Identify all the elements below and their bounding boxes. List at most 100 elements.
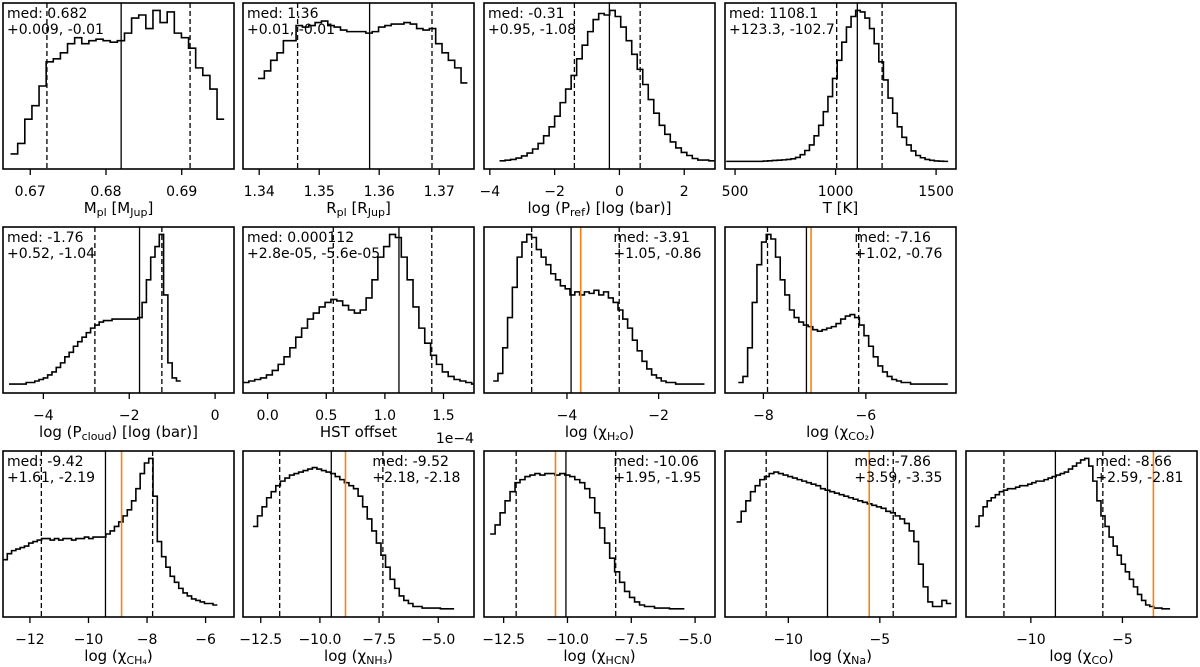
x-axis-label-part: R	[326, 199, 336, 217]
x-axis-label-part: ]	[147, 199, 153, 217]
median-annotation: med: 1108.1	[729, 6, 818, 22]
panel-log_chi_h2o: −4 −2 log (χH₂O) med: -3.91+1.05, -0.86	[483, 226, 716, 443]
axes-frame	[2, 226, 235, 394]
x-axis-label: log (χCO₂)	[806, 423, 875, 443]
x-axis-label-part: log (χ	[565, 423, 607, 441]
median-annotation: med: 1.36	[247, 6, 319, 22]
x-tick-label: 1.36	[364, 184, 395, 200]
x-axis-label: log (χNa)	[809, 647, 872, 667]
axes-frame	[724, 2, 957, 170]
x-axis-label-part: )	[869, 423, 875, 441]
x-axis-label-part: ) [log (bar)]	[111, 423, 198, 441]
x-tick-label: −7.5	[362, 632, 396, 648]
x-tick-label: 1.35	[304, 184, 335, 200]
x-axis-label-subscript: Na	[851, 654, 866, 667]
x-axis-label-part: )	[1108, 647, 1114, 665]
x-tick-label: −12	[15, 632, 45, 648]
axes-frame	[483, 450, 716, 618]
panel-hst_offset: 0.0 0.5 1.0 1.5 HST offset 1e−4 med: 0.000112+…	[242, 226, 475, 447]
histogram-step-line	[258, 20, 468, 84]
x-axis-label-part: log (χ	[84, 647, 126, 665]
x-tick-label: 0.5	[315, 408, 337, 424]
x-tick-label: −4	[480, 184, 501, 200]
histogram-step-line	[736, 471, 952, 608]
x-tick-label: −5.0	[421, 632, 455, 648]
error-annotation: +0.01, -0.01	[247, 22, 335, 38]
x-axis-label-part: log (χ	[563, 647, 605, 665]
x-axis-label-subscript: CO₂	[848, 430, 869, 443]
x-axis-label-part: ]	[385, 199, 391, 217]
x-tick-label: 2	[680, 184, 689, 200]
median-annotation: med: 0.000112	[247, 230, 354, 246]
x-tick-label: 1.0	[374, 408, 396, 424]
axes-frame	[483, 2, 716, 170]
x-tick-label: −10	[774, 632, 804, 648]
error-annotation: +2.59, -2.81	[1095, 470, 1183, 486]
histogram-step-line	[726, 9, 949, 163]
x-axis-label-part: M	[84, 199, 97, 217]
error-annotation: +2.18, -2.18	[372, 470, 460, 486]
x-tick-label: −6	[195, 632, 216, 648]
x-axis-label: Rpl [RJup]	[326, 199, 391, 219]
x-tick-label: −10.0	[298, 632, 341, 648]
x-axis-label: log (Pcloud) [log (bar)]	[39, 423, 198, 443]
x-axis-label-part: [R	[347, 199, 368, 217]
x-axis-label-subscript: pl	[337, 206, 347, 219]
median-annotation: med: -9.52	[372, 454, 449, 470]
x-axis-label-part: log (χ	[1049, 647, 1091, 665]
x-tick-label: 1500	[918, 184, 954, 200]
x-tick-label: 0.67	[15, 184, 46, 200]
x-tick-label: −12.5	[239, 632, 282, 648]
x-axis-label-part: )	[630, 647, 636, 665]
x-axis-label-subscript: H₂O	[607, 430, 629, 443]
error-annotation: +1.05, -0.86	[613, 246, 701, 262]
median-annotation: med: -3.91	[613, 230, 690, 246]
x-axis-label-part: ) [log (bar)]	[585, 199, 672, 217]
histogram-step-line	[9, 233, 181, 385]
x-tick-label: 500	[722, 184, 749, 200]
error-annotation: +1.95, -1.95	[613, 470, 701, 486]
median-annotation: med: 0.682	[7, 6, 87, 22]
error-annotation: +123.3, -102.7	[729, 22, 835, 38]
x-axis-label-part: log (χ	[809, 647, 851, 665]
x-tick-label: −7.5	[614, 632, 648, 648]
x-tick-label: 1.5	[432, 408, 454, 424]
x-axis-label-subscript: ref	[570, 206, 586, 219]
x-axis-label: Mpl [MJup]	[84, 199, 154, 219]
x-axis-label-subscript: NH₃	[366, 654, 387, 667]
x-tick-label: −10	[74, 632, 104, 648]
x-axis-label: log (χHCN)	[563, 647, 635, 667]
x-axis-label-subscript: CO	[1091, 654, 1108, 667]
axes-frame	[483, 226, 716, 394]
panel-log_p_cloud: −4 −2 0 log (Pcloud) [log (bar)] med: -1.76+…	[2, 226, 235, 443]
axes-frame	[242, 226, 475, 394]
axes-frame	[242, 2, 475, 170]
x-tick-label: −8	[753, 408, 774, 424]
x-tick-label: −5	[870, 632, 891, 648]
axis-offset-text: 1e−4	[436, 431, 474, 447]
panel-log_chi_nh3: −12.5 −10.0 −7.5 −5.0 log (χNH₃) med: -9.52+2…	[239, 450, 475, 667]
panel-temperature: 500 1000 1500 T [K] med: 1108.1+123.3, -102.…	[722, 2, 957, 217]
x-axis-label: log (χNH₃)	[324, 647, 393, 667]
median-annotation: med: -0.31	[488, 6, 565, 22]
x-axis-label-part: HST offset	[320, 423, 397, 441]
x-tick-label: −10	[1016, 632, 1046, 648]
error-annotation: +2.8e-05, -5.6e-05	[247, 246, 380, 262]
x-axis-label-part: )	[147, 647, 153, 665]
x-tick-label: −10.0	[546, 632, 589, 648]
x-tick-label: −4	[557, 408, 578, 424]
error-annotation: +3.59, -3.35	[854, 470, 942, 486]
error-annotation: +0.52, -1.04	[7, 246, 95, 262]
x-axis-label-subscript: HCN	[606, 654, 630, 667]
x-axis-label-part: log (P	[39, 423, 82, 441]
x-axis-label-subscript: pl	[97, 206, 107, 219]
median-annotation: med: -8.66	[1095, 454, 1172, 470]
error-annotation: +1.02, -0.76	[854, 246, 942, 262]
panel-log_chi_ch4: −12 −10 −8 −6 log (χCH₄) med: -9.42+1.61, -2.…	[2, 450, 235, 667]
x-axis-label-part: T [K]	[822, 199, 858, 217]
histogram-step-line	[490, 472, 685, 610]
panel-log_p_ref: −4 −2 0 2 log (Pref) [log (bar)] med: -0.31+0…	[480, 2, 716, 219]
median-annotation: med: -7.16	[854, 230, 931, 246]
median-annotation: med: -7.86	[854, 454, 931, 470]
